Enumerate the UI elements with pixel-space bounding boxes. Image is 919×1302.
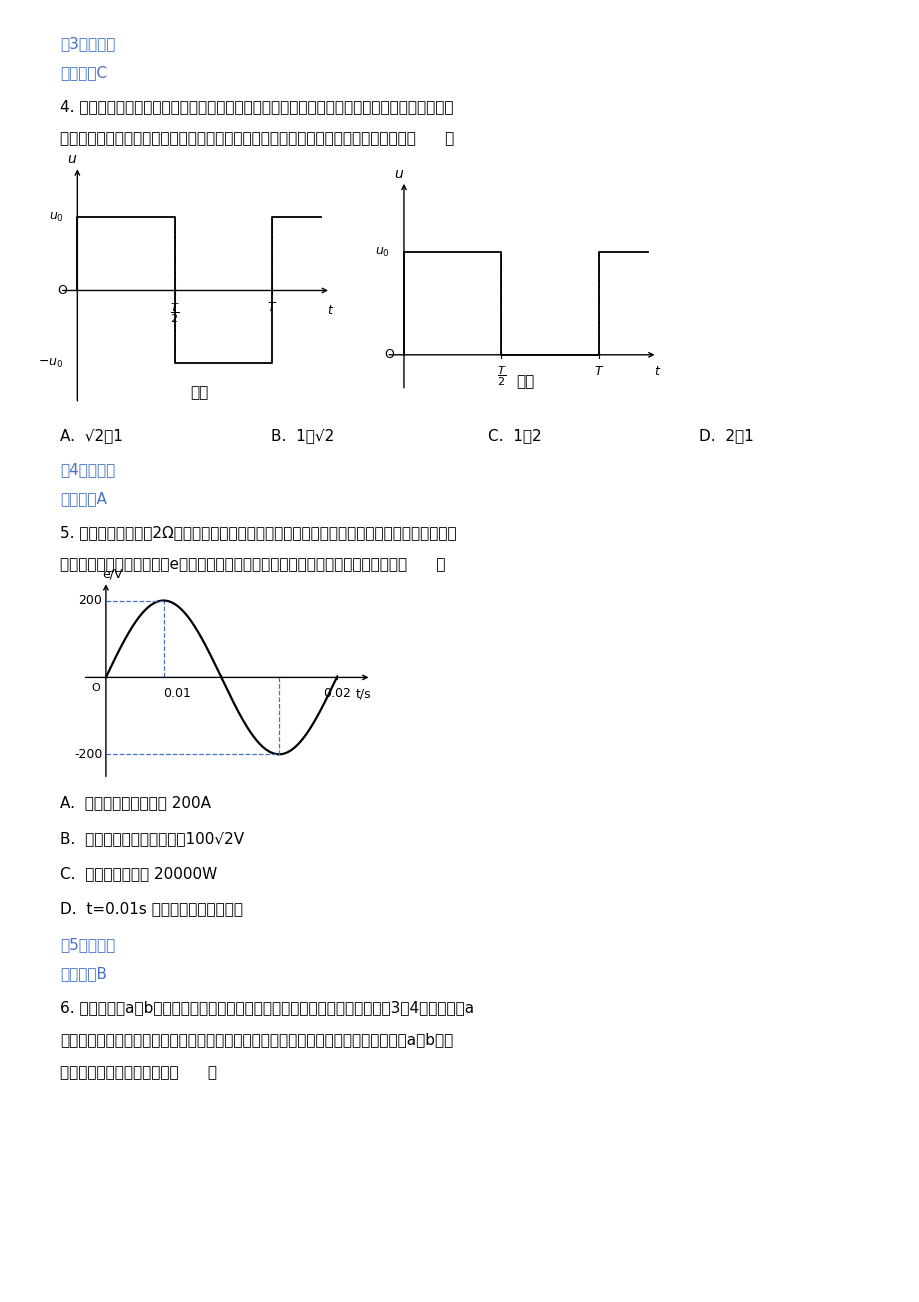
- Text: 4. 如图所示，图甲为方波交流电源的电压随时间周期性变化的图像，图乙所示为给方波交流电源: 4. 如图所示，图甲为方波交流电源的电压随时间周期性变化的图像，图乙所示为给方波…: [60, 99, 453, 115]
- Text: 【答案】B: 【答案】B: [60, 966, 107, 982]
- Text: C.  线框的热功率为 20000W: C. 线框的热功率为 20000W: [60, 866, 217, 881]
- Text: 【答案】C: 【答案】C: [60, 65, 107, 81]
- Text: $u_0$: $u_0$: [49, 211, 63, 224]
- Text: $u_0$: $u_0$: [375, 246, 390, 259]
- Text: 【3题答案】: 【3题答案】: [60, 36, 115, 52]
- Text: 【5题答案】: 【5题答案】: [60, 937, 115, 953]
- Text: 200: 200: [78, 594, 102, 607]
- Text: $t$: $t$: [327, 303, 335, 316]
- Text: $T$: $T$: [267, 302, 278, 314]
- Text: -200: -200: [74, 747, 102, 760]
- Text: B.  1：√2: B. 1：√2: [271, 428, 335, 444]
- Text: 【答案】A: 【答案】A: [60, 491, 107, 506]
- Text: $t$: $t$: [653, 365, 661, 378]
- Text: $u$: $u$: [67, 152, 77, 167]
- Text: 内的感应电动势大小之比为（      ）: 内的感应电动势大小之比为（ ）: [60, 1065, 217, 1081]
- Text: A.  线框产生电流峰值为 200A: A. 线框产生电流峰值为 200A: [60, 796, 210, 811]
- Text: 5. 一个单匝总电阻为2Ω的闭合矩形金属线框位于匀强磁场中，绕垂直于磁场方向的固定轴匀速: 5. 一个单匝总电阻为2Ω的闭合矩形金属线框位于匀强磁场中，绕垂直于磁场方向的固…: [60, 525, 456, 540]
- Text: B.  线框产生电动势有效值为100√2V: B. 线框产生电动势有效值为100√2V: [60, 831, 244, 846]
- Text: $\dfrac{T}{2}$: $\dfrac{T}{2}$: [170, 302, 179, 326]
- Text: $\dfrac{T}{2}$: $\dfrac{T}{2}$: [496, 365, 505, 388]
- Text: 图甲: 图甲: [190, 385, 209, 400]
- Text: 6. 如图所示，a、b是用同种规格的铜丝做成的两个同心圆环，两环半径之比为3：4，其中仅在a: 6. 如图所示，a、b是用同种规格的铜丝做成的两个同心圆环，两环半径之比为3：4…: [60, 1000, 473, 1016]
- Text: 环所围区域内有垂直于纸面向里的匀强磁场。当该匀强磁场的磁感应强度均匀增大时，a、b两环: 环所围区域内有垂直于纸面向里的匀强磁场。当该匀强磁场的磁感应强度均匀增大时，a、…: [60, 1032, 452, 1048]
- Text: 图乙: 图乙: [516, 375, 535, 389]
- Text: 0.01: 0.01: [164, 687, 191, 700]
- Text: 【4题答案】: 【4题答案】: [60, 462, 115, 478]
- Text: 0.02: 0.02: [323, 687, 350, 700]
- Text: 加上二极管后得到的电压随时间周期性变化的图像，则图甲和图乙中电压有效值之比为（      ）: 加上二极管后得到的电压随时间周期性变化的图像，则图甲和图乙中电压有效值之比为（ …: [60, 132, 454, 147]
- Text: O: O: [384, 349, 393, 361]
- Text: O: O: [91, 684, 100, 693]
- Text: O: O: [58, 284, 67, 297]
- Text: $T$: $T$: [593, 365, 604, 378]
- Text: 转动，该线圈产生的电动势e随时间按如图所示的余弦规律变化。下列说法正确的是（      ）: 转动，该线圈产生的电动势e随时间按如图所示的余弦规律变化。下列说法正确的是（ ）: [60, 557, 445, 573]
- Text: C.  1：2: C. 1：2: [487, 428, 540, 444]
- Text: t/s: t/s: [356, 687, 371, 700]
- Text: $-u_0$: $-u_0$: [39, 357, 63, 370]
- Text: A.  √2：1: A. √2：1: [60, 428, 122, 444]
- Text: D.  t=0.01s 时，线框的磁通量最大: D. t=0.01s 时，线框的磁通量最大: [60, 901, 243, 917]
- Text: D.  2：1: D. 2：1: [698, 428, 754, 444]
- Text: e/V: e/V: [102, 568, 123, 581]
- Text: $u$: $u$: [393, 167, 403, 181]
